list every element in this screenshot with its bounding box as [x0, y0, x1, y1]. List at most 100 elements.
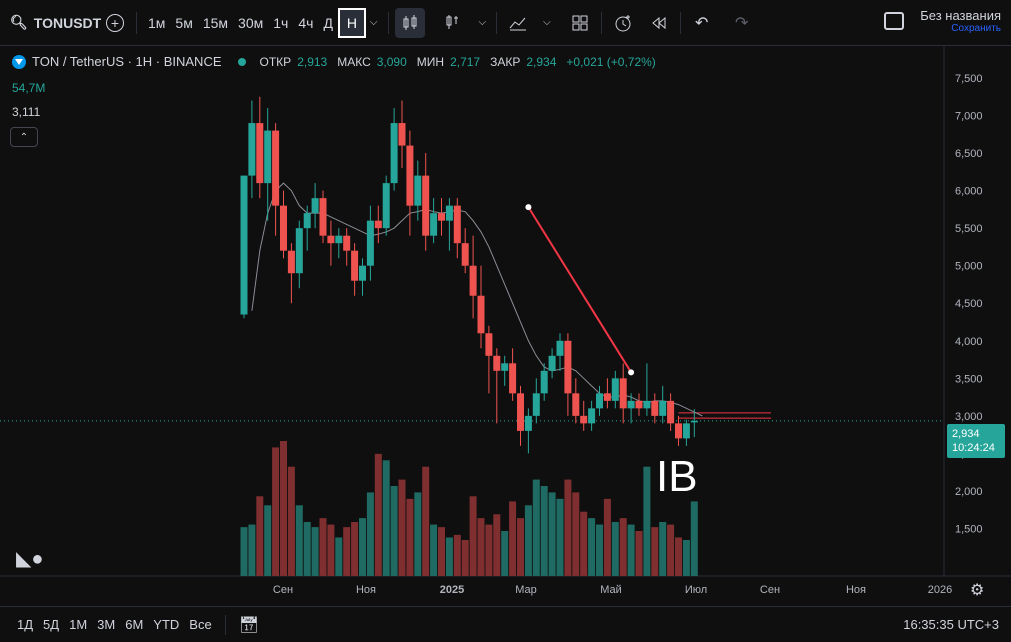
- collapse-legend-button[interactable]: ⌃: [10, 127, 38, 147]
- x-tick-label: Июл: [685, 584, 707, 596]
- candle-body: [596, 393, 603, 409]
- y-tick-label: 5,500: [955, 223, 983, 235]
- tradingview-logo[interactable]: ◣●: [16, 548, 44, 570]
- candle-body: [248, 123, 256, 176]
- clock: 16:35:35 UTC+3: [903, 617, 999, 632]
- close-label: ЗАКР: [490, 54, 521, 69]
- y-tick-label: 4,500: [955, 298, 983, 310]
- toolbar-divider: [496, 11, 498, 34]
- volume-bar: [319, 518, 327, 576]
- volume-bar: [619, 518, 627, 576]
- volume-bar: [651, 527, 659, 576]
- open-label: ОТКР: [259, 54, 292, 69]
- candle-body: [675, 423, 682, 439]
- range-1d[interactable]: 1Д: [17, 617, 34, 632]
- chart-line-icon: [509, 17, 527, 30]
- candle-body: [627, 400, 635, 409]
- timeframe-week[interactable]: Н: [337, 7, 366, 38]
- range-1m[interactable]: 1М: [69, 617, 88, 632]
- timeframe-dropdown-icon[interactable]: ⌵: [369, 17, 378, 28]
- save-area[interactable]: Без названия Сохранить: [884, 8, 1001, 34]
- chart-canvas[interactable]: 7,500 7,000 6,500 6,000 5,500 5,000 4,500 4,000…: [0, 46, 1011, 606]
- candle-body: [272, 130, 280, 206]
- timeframe-15m[interactable]: 15м: [202, 14, 229, 31]
- layout-button[interactable]: [565, 8, 595, 38]
- volume-bar: [366, 492, 374, 576]
- candle-body: [414, 175, 422, 206]
- chart-area[interactable]: 7,500 7,000 6,500 6,000 5,500 5,000 4,500 4,000…: [0, 46, 1011, 606]
- candle-body: [366, 220, 374, 266]
- candle-type-button[interactable]: [394, 7, 425, 38]
- candle-body: [603, 393, 611, 401]
- candle-body: [493, 355, 501, 371]
- rewind-icon: [651, 16, 666, 29]
- x-tick-label: Ноя: [356, 584, 376, 596]
- volume-bar: [248, 524, 256, 576]
- candle-body: [311, 198, 319, 214]
- y-tick-label: 7,000: [955, 111, 983, 123]
- range-3m[interactable]: 3М: [97, 617, 116, 632]
- replay-button[interactable]: [644, 8, 674, 38]
- compare-add-button[interactable]: +: [100, 8, 130, 38]
- range-5d[interactable]: 5Д: [43, 617, 60, 632]
- range-ytd[interactable]: YTD: [153, 617, 180, 632]
- symbol-search[interactable]: 🔍︎ TONUSDT: [0, 8, 101, 38]
- volume-bar: [303, 522, 311, 576]
- timeframe-1m[interactable]: 1м: [148, 14, 166, 31]
- candle-body: [335, 235, 343, 244]
- date-range-icon[interactable]: 📅︎: [238, 616, 259, 634]
- candle-body: [477, 295, 485, 334]
- timeframe-30m[interactable]: 30м: [238, 14, 264, 31]
- volume-bar: [445, 537, 453, 576]
- candles-icon: [403, 14, 417, 30]
- ton-coin-icon: [12, 54, 26, 69]
- candle-body: [398, 123, 406, 146]
- volume-bar: [603, 498, 611, 576]
- volume-bar: [501, 531, 509, 576]
- chevron-down-icon[interactable]: ⌵: [478, 17, 487, 28]
- volume-bar: [477, 518, 485, 576]
- range-6m[interactable]: 6М: [125, 617, 144, 632]
- alert-button[interactable]: [608, 8, 638, 38]
- low-label: МИН: [416, 54, 445, 69]
- volume-bar: [659, 522, 667, 576]
- candle-body: [619, 378, 627, 409]
- volume-bar: [564, 479, 572, 576]
- timeframe-4h[interactable]: 4ч: [298, 14, 314, 31]
- last-price-value: 2,934: [952, 428, 980, 440]
- x-tick-label: Мар: [515, 584, 537, 596]
- timeframe-5m[interactable]: 5м: [175, 14, 193, 31]
- indicators-button[interactable]: [437, 8, 467, 38]
- x-tick-label: Сен: [760, 584, 780, 596]
- candle-body: [501, 363, 509, 371]
- candle-body: [643, 400, 651, 409]
- volume-bar: [690, 501, 698, 576]
- volume-bar: [453, 534, 461, 576]
- save-link[interactable]: Сохранить: [951, 23, 1001, 34]
- change-value: +0,021 (+0,72%): [566, 54, 656, 69]
- undo-button[interactable]: ↶: [695, 14, 709, 32]
- bottom-toolbar: 1Д 5Д 1М 3М 6М YTD Все 📅︎ 16:35:35 UTC+3: [0, 606, 1011, 642]
- high-value: 3,090: [376, 54, 407, 69]
- ib-annotation[interactable]: IB: [656, 452, 698, 501]
- toolbar-divider: [136, 11, 137, 34]
- volume-bar: [556, 498, 564, 576]
- toolbar-divider: [679, 11, 681, 34]
- redo-button[interactable]: ↷: [735, 14, 749, 32]
- volume-bar: [485, 524, 493, 576]
- volume-bar: [398, 479, 406, 576]
- candle-body: [682, 423, 690, 439]
- timeframe-day[interactable]: Д: [323, 14, 333, 31]
- range-all[interactable]: Все: [189, 617, 212, 632]
- open-value: 2,913: [297, 54, 328, 69]
- timeframe-1h[interactable]: 1ч: [273, 14, 289, 31]
- candle-body: [548, 355, 556, 371]
- chevron-down-icon[interactable]: ⌵: [543, 17, 551, 28]
- candle-body: [690, 420, 698, 423]
- candle-body: [359, 265, 366, 281]
- candle-body: [374, 220, 382, 229]
- gear-icon[interactable]: ⚙: [970, 582, 985, 599]
- chart-indicators-button[interactable]: [503, 8, 533, 38]
- candle-body: [430, 213, 438, 236]
- volume-bar: [272, 447, 280, 576]
